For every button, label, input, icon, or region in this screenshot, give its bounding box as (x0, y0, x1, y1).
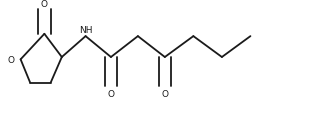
Text: O: O (8, 55, 15, 64)
Text: NH: NH (79, 26, 92, 35)
Text: O: O (41, 0, 48, 9)
Text: O: O (107, 89, 114, 98)
Text: O: O (161, 89, 168, 98)
